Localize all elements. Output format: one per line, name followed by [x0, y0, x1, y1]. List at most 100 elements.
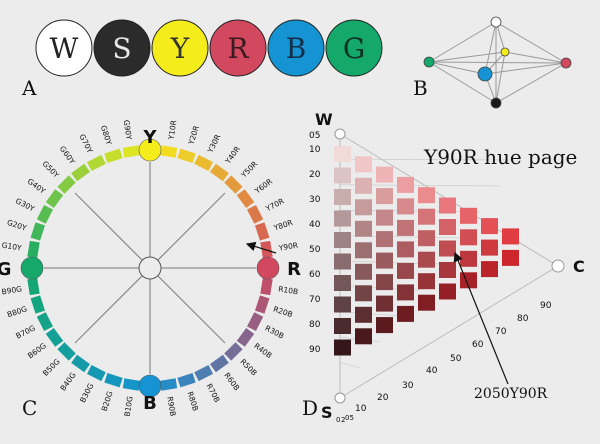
panel-b-color-solid	[423, 16, 572, 109]
solid-edge	[495, 21, 567, 64]
blackness-tick-50: 50	[309, 245, 321, 255]
hue-page-swatch	[397, 241, 414, 258]
hue-page-title: Y90R hue page	[423, 145, 577, 169]
hue-page-swatch	[397, 305, 414, 322]
white-pole-circle	[334, 128, 346, 140]
hue-page-swatch	[376, 188, 393, 205]
axis-letter-s: S	[321, 403, 333, 422]
solid-edge	[428, 51, 506, 63]
hue-page-swatch	[355, 306, 372, 323]
axis-letter-w: W	[315, 110, 333, 129]
hue-swatch-r90b	[159, 378, 178, 391]
hue-label-r20b: R20B	[272, 304, 294, 319]
hue-swatch-y20r	[177, 148, 196, 164]
hue-swatch-b20g	[104, 372, 123, 388]
elementary-color-r	[209, 19, 267, 77]
hue-page-swatch	[355, 199, 372, 216]
blackness-tick-05: 05	[309, 131, 320, 141]
hue-swatch-r30b	[247, 312, 264, 331]
hue-swatch-y60r	[236, 189, 255, 209]
chroma-tick-30: 30	[402, 381, 414, 391]
hue-swatch-y70r	[247, 205, 264, 224]
hue-swatch-y10r	[159, 145, 178, 158]
solid-node-left	[423, 56, 435, 68]
hue-page-swatch	[334, 146, 351, 162]
chroma-pole-circle	[551, 259, 565, 273]
hue-label-b60g: B60G	[26, 341, 48, 360]
hue-label-r40b: R40B	[252, 341, 273, 360]
solid-node-top	[490, 16, 502, 28]
hue-label-g50y: G50Y	[40, 159, 61, 180]
blackness-tick-30: 30	[309, 195, 321, 205]
hue-swatch-g50y	[57, 175, 76, 194]
hue-label-b90g: B90G	[1, 284, 23, 296]
hue-page-swatch	[376, 252, 393, 269]
hue-page-swatch	[334, 318, 351, 334]
pole-circle-left	[20, 256, 44, 280]
solid-node-bottom	[490, 97, 502, 109]
hue-label-r10b: R10B	[278, 284, 299, 296]
elementary-letter-g: G	[343, 32, 365, 65]
elementary-color-g	[325, 19, 383, 77]
hue-page-swatch	[355, 156, 372, 173]
hue-page-swatch	[334, 189, 351, 205]
blackness-tick-40: 40	[309, 220, 321, 230]
hue-swatch-b40g	[71, 354, 91, 373]
solid-edge	[428, 61, 497, 104]
blackness-tick-70: 70	[309, 295, 321, 305]
hue-label-b10g: B10G	[123, 395, 135, 417]
hue-label-y10r: Y10R	[166, 120, 178, 142]
pole-letter-r: R	[287, 259, 301, 280]
hue-swatch-r10b	[260, 277, 273, 296]
hue-page-swatch	[439, 197, 456, 214]
hue-label-r50b: R50B	[238, 357, 258, 377]
hue-page-swatch	[334, 253, 351, 270]
panel-d-label: D	[302, 396, 318, 420]
hue-label-g30y: G30Y	[14, 196, 36, 213]
hue-page-swatch	[334, 167, 351, 184]
hue-circle-center	[138, 256, 162, 280]
hue-label-g60y: G60Y	[58, 144, 77, 166]
panel-c-label: C	[22, 396, 37, 420]
hue-page-swatch	[418, 187, 435, 204]
elementary-letter-y: Y	[170, 32, 190, 65]
hue-page-swatch	[376, 274, 393, 291]
hue-page-swatch	[418, 251, 435, 268]
hue-label-y30r: Y30R	[205, 133, 222, 155]
hue-label-b20g: B20G	[100, 390, 115, 412]
chroma-tick-80: 80	[517, 314, 529, 324]
hue-swatch-b70g	[36, 312, 53, 331]
hue-swatch-g30y	[36, 205, 53, 224]
hue-page-swatch	[481, 261, 498, 278]
elementary-letter-w: W	[50, 32, 79, 65]
hue-swatch-b50g	[57, 342, 76, 361]
hue-swatch-y80r	[254, 222, 270, 241]
hue-label-y70r: Y70R	[263, 196, 285, 213]
hue-page-swatch	[355, 242, 372, 259]
pole-letter-b: B	[143, 393, 157, 414]
hue-swatch-g70y	[87, 154, 106, 171]
hue-page-swatch	[355, 285, 372, 302]
elementary-color-s	[93, 19, 151, 77]
hue-swatch-g20y	[30, 222, 46, 241]
hue-page-swatch	[481, 239, 498, 256]
hue-label-b40g: B40G	[58, 371, 77, 393]
pole-circle-bottom	[138, 374, 162, 398]
base-tick-05: 05	[345, 414, 354, 422]
hue-page-swatch	[460, 207, 477, 224]
hue-page-swatch	[376, 231, 393, 248]
hue-label-g10y: G10Y	[1, 241, 23, 253]
hue-label-r60b: R60B	[222, 371, 241, 392]
axis-letter-c: C	[573, 257, 585, 276]
hue-swatch-r80b	[177, 372, 196, 388]
solid-edge	[495, 51, 506, 104]
hue-label-g70y: G70Y	[77, 133, 94, 155]
hue-page-swatch	[397, 176, 414, 193]
solid-edge	[484, 21, 497, 75]
chroma-tick-50: 50	[450, 354, 462, 364]
elementary-letter-r: R	[227, 32, 249, 65]
solid-node-front	[477, 66, 493, 82]
